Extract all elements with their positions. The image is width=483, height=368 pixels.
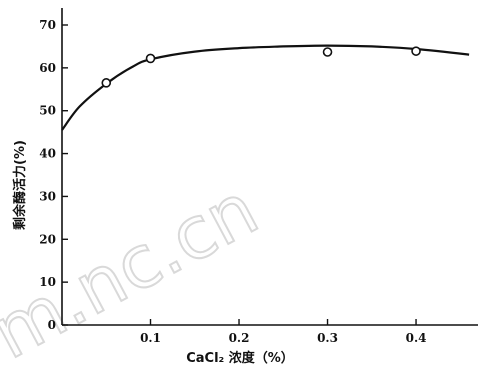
data-point bbox=[411, 46, 421, 56]
y-tick-label: 60 bbox=[39, 61, 56, 75]
y-axis-title: 剩余酶活力(%) bbox=[12, 140, 28, 230]
series-curve bbox=[61, 44, 470, 131]
data-points bbox=[101, 46, 421, 88]
y-tick-label: 0 bbox=[48, 318, 56, 332]
x-tick-label: 0.2 bbox=[229, 331, 250, 345]
x-tick-label: 0.1 bbox=[140, 331, 161, 345]
data-point bbox=[322, 47, 333, 57]
x-ticks: 0.1 0.2 0.3 0.4 bbox=[140, 319, 426, 345]
x-axis-title: CaCl₂ 浓度（%） bbox=[186, 350, 294, 366]
y-tick-label: 10 bbox=[39, 275, 56, 289]
y-tick-label: 40 bbox=[39, 147, 56, 161]
y-tick-label: 20 bbox=[39, 232, 56, 246]
y-ticks: 0 10 20 30 40 50 60 70 bbox=[39, 18, 68, 332]
y-tick-label: 30 bbox=[39, 189, 56, 203]
x-tick-label: 0.3 bbox=[317, 331, 338, 345]
x-tick-label: 0.4 bbox=[406, 331, 427, 345]
data-point bbox=[101, 78, 112, 88]
data-point bbox=[145, 53, 156, 64]
y-tick-label: 50 bbox=[39, 104, 56, 118]
y-tick-label: 70 bbox=[39, 18, 56, 32]
